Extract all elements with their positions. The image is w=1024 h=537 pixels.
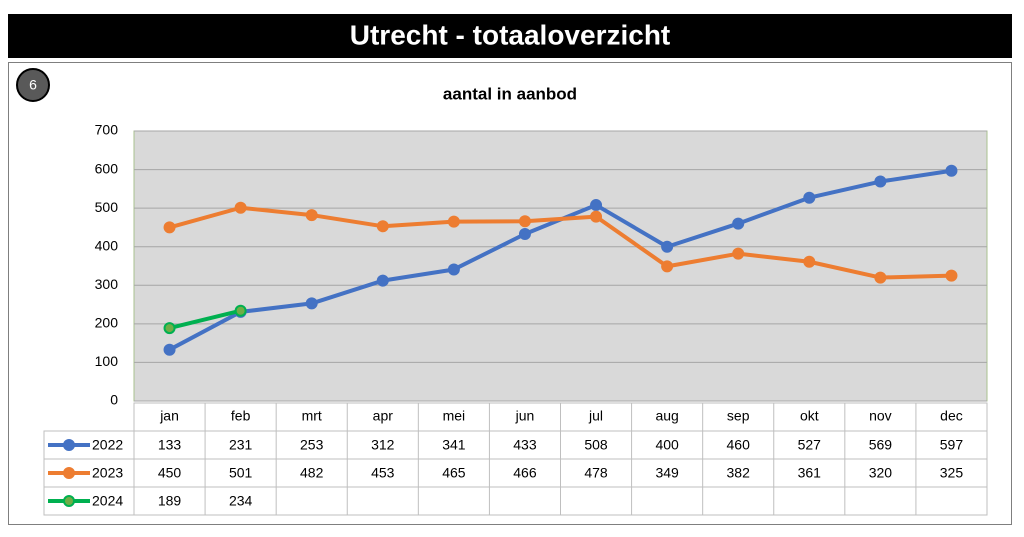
y-tick-label: 200 — [95, 315, 119, 331]
table-value: 478 — [584, 465, 608, 481]
legend-label: 2024 — [92, 493, 123, 509]
point — [945, 164, 958, 177]
table-value: 400 — [655, 437, 679, 453]
x-tick-label: jan — [159, 408, 179, 424]
plot-area — [133, 130, 988, 402]
y-tick-label: 100 — [95, 353, 119, 369]
table-value: 133 — [158, 437, 182, 453]
point — [661, 240, 674, 253]
x-tick-label: jun — [515, 408, 535, 424]
table-value: 320 — [869, 465, 893, 481]
series-line — [169, 308, 242, 331]
y-tick-label: 0 — [110, 392, 118, 408]
point — [234, 304, 247, 317]
x-tick-label: apr — [373, 408, 394, 424]
table-value: 341 — [442, 437, 466, 453]
legend-marker — [63, 439, 75, 451]
point — [163, 221, 176, 234]
table-value: 361 — [798, 465, 822, 481]
series-line — [169, 205, 952, 280]
x-tick-label: feb — [231, 408, 251, 424]
point — [163, 322, 176, 335]
title-bar — [8, 14, 1012, 58]
point — [447, 215, 460, 228]
y-tick-label: 700 — [95, 122, 119, 138]
point — [447, 263, 460, 276]
point — [518, 227, 531, 240]
point — [305, 297, 318, 310]
x-tick-label: jul — [588, 408, 603, 424]
table-value: 508 — [584, 437, 608, 453]
legend-label: 2023 — [92, 465, 123, 481]
x-tick-label: aug — [655, 408, 678, 424]
table-value: 349 — [655, 465, 679, 481]
table-value: 382 — [727, 465, 751, 481]
x-tick-label: mrt — [302, 408, 322, 424]
table-value: 234 — [229, 493, 253, 509]
chart-title: aantal in aanbod — [443, 84, 577, 103]
table-value: 569 — [869, 437, 893, 453]
table-value: 312 — [371, 437, 395, 453]
point — [874, 175, 887, 188]
table-value: 460 — [727, 437, 751, 453]
table-value: 433 — [513, 437, 537, 453]
point — [732, 217, 745, 230]
table-value: 465 — [442, 465, 466, 481]
point — [234, 201, 247, 214]
legend-marker — [63, 495, 75, 507]
x-tick-label: sep — [727, 408, 750, 424]
y-tick-label: 300 — [95, 276, 119, 292]
point — [376, 220, 389, 233]
table-value: 466 — [513, 465, 537, 481]
page-title: Utrecht - totaaloverzicht — [350, 19, 671, 50]
legend-label: 2022 — [92, 437, 123, 453]
point — [163, 343, 176, 356]
point — [661, 260, 674, 273]
point — [803, 191, 816, 204]
x-tick-label: dec — [940, 408, 963, 424]
x-tick-label: okt — [800, 408, 819, 424]
table-value: 527 — [798, 437, 822, 453]
y-tick-label: 600 — [95, 160, 119, 176]
table-value: 501 — [229, 465, 253, 481]
point — [590, 199, 603, 212]
point — [803, 255, 816, 268]
table-value: 453 — [371, 465, 395, 481]
x-tick-label: mei — [443, 408, 466, 424]
x-tick-label: nov — [869, 408, 892, 424]
point — [874, 271, 887, 284]
table-value: 482 — [300, 465, 324, 481]
legend-marker — [63, 467, 75, 479]
table-value: 325 — [940, 465, 964, 481]
badge — [16, 68, 50, 102]
table-value: 450 — [158, 465, 182, 481]
table-value: 597 — [940, 437, 964, 453]
point — [732, 247, 745, 260]
point — [590, 210, 603, 223]
badge-label: 6 — [29, 77, 37, 93]
point — [305, 209, 318, 222]
table-value: 253 — [300, 437, 324, 453]
point — [376, 274, 389, 287]
point — [945, 269, 958, 282]
table-value: 189 — [158, 493, 182, 509]
table-value: 231 — [229, 437, 253, 453]
y-tick-label: 400 — [95, 237, 119, 253]
y-tick-label: 500 — [95, 199, 119, 215]
point — [518, 215, 531, 228]
